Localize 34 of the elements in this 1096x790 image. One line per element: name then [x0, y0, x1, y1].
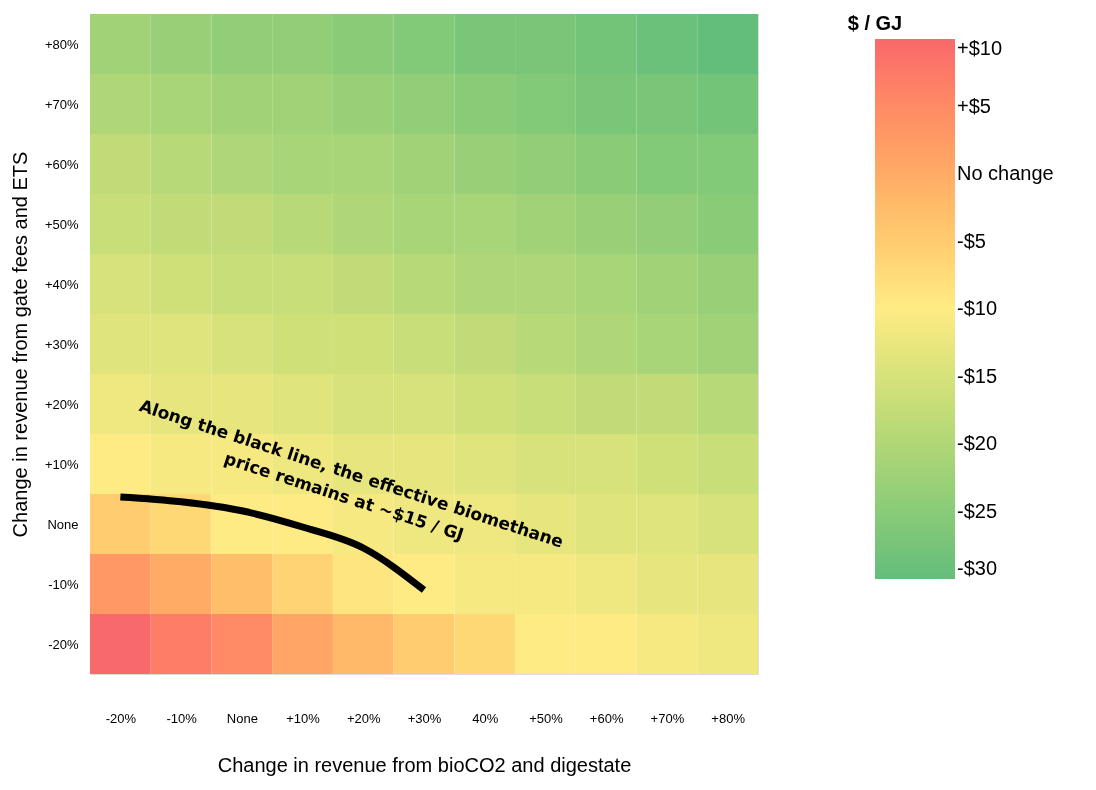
- y-tick-label: +30%: [44, 336, 79, 352]
- color-bar-label: -$10: [957, 297, 998, 319]
- color-bar-label: -$30: [957, 557, 998, 579]
- x-tick-label: None: [226, 710, 258, 726]
- color-bar-label: -$25: [957, 499, 998, 522]
- x-tick-label: -20%: [105, 710, 137, 726]
- x-tick-label: 40%: [472, 710, 499, 726]
- color-bar-label: -$20: [957, 432, 998, 454]
- y-tick-label: -20%: [48, 636, 79, 652]
- x-tick-label: +60%: [589, 710, 624, 726]
- y-tick-label: +70%: [44, 96, 79, 112]
- x-tick-label: +80%: [711, 710, 746, 726]
- x-axis-title: Change in revenue from bioCO2 and digestate: [217, 753, 632, 776]
- y-tick-label: +40%: [44, 276, 79, 292]
- y-axis-title: Change in revenue from gate fees and ETS: [8, 151, 31, 538]
- y-tick-label: +10%: [44, 456, 79, 472]
- color-bar-label: -$15: [957, 364, 998, 387]
- y-tick-label: -10%: [48, 576, 79, 592]
- y-tick-label: +60%: [44, 156, 79, 172]
- x-tick-label: +70%: [650, 710, 685, 726]
- color-bar-label: +$10: [957, 37, 1003, 59]
- y-tick-label: +50%: [44, 216, 79, 232]
- x-tick-label: +30%: [407, 710, 442, 726]
- x-tick-label: +50%: [529, 710, 564, 726]
- legend-title: $ / GJ: [847, 12, 903, 34]
- x-tick-label: +10%: [286, 710, 321, 726]
- x-tick-label: +20%: [346, 710, 382, 726]
- color-bar-label: +$5: [957, 94, 991, 117]
- y-tick-label: +80%: [44, 36, 79, 52]
- y-tick-label: None: [47, 516, 79, 532]
- color-bar-label: -$5: [957, 229, 986, 252]
- color-bar-label: No change: [957, 162, 1054, 184]
- y-tick-label: +20%: [44, 396, 79, 412]
- x-tick-label: -10%: [166, 710, 198, 726]
